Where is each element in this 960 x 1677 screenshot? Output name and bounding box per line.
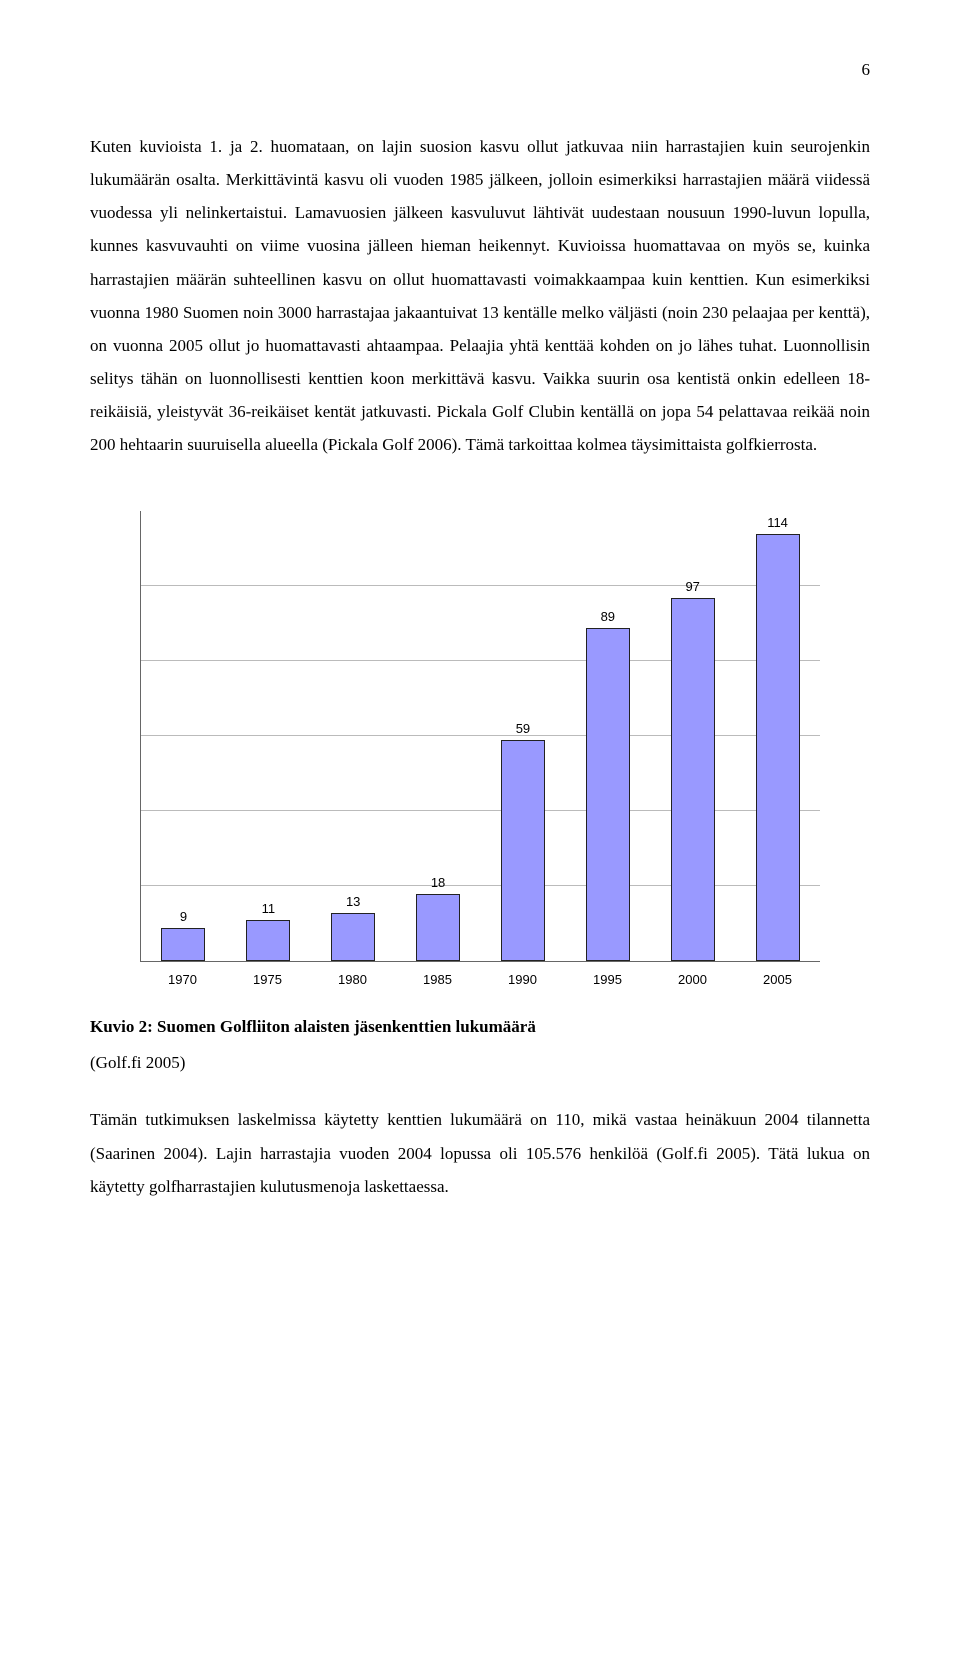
chart-x-tick: 1970: [140, 972, 225, 987]
chart-bar-value-label: 13: [346, 894, 360, 909]
document-page: 6 Kuten kuvioista 1. ja 2. huomataan, on…: [0, 0, 960, 1243]
chart-bar-rect: [501, 740, 545, 961]
chart-bar-rect: [586, 628, 630, 962]
chart-bar-value-label: 11: [262, 901, 276, 916]
chart-bar-value-label: 59: [516, 721, 530, 736]
chart-x-tick: 1995: [565, 972, 650, 987]
chart-source: (Golf.fi 2005): [90, 1053, 870, 1073]
chart-x-tick: 1975: [225, 972, 310, 987]
chart-bars-group: 9 11 13 18 59 89 97 114: [141, 511, 820, 961]
page-number: 6: [90, 60, 870, 80]
chart-bar: 89: [565, 609, 650, 962]
chart-bar-rect: [331, 913, 375, 962]
chart-bar-value-label: 97: [685, 579, 699, 594]
chart-bar-value-label: 114: [767, 515, 788, 530]
footer-paragraph: Tämän tutkimuksen laskelmissa käytetty k…: [90, 1103, 870, 1202]
chart-bar-rect: [756, 534, 800, 962]
chart-caption: Kuvio 2: Suomen Golfliiton alaisten jäse…: [90, 1017, 870, 1037]
chart-bar: 97: [650, 579, 735, 962]
chart-x-tick: 1990: [480, 972, 565, 987]
chart-bar-rect: [416, 894, 460, 962]
chart-x-tick: 1980: [310, 972, 395, 987]
chart-bar-value-label: 89: [601, 609, 615, 624]
bar-chart: 9 11 13 18 59 89 97 114 19701975198019851990199…: [140, 511, 820, 987]
chart-bar: 11: [226, 901, 311, 961]
chart-bar: 13: [311, 894, 396, 962]
chart-plot-area: 9 11 13 18 59 89 97 114: [140, 511, 820, 962]
chart-bar-rect: [246, 920, 290, 961]
chart-x-tick: 2005: [735, 972, 820, 987]
chart-bar: 59: [481, 721, 566, 961]
chart-bar-value-label: 18: [431, 875, 445, 890]
chart-x-axis: 19701975198019851990199520002005: [140, 972, 820, 987]
body-paragraph: Kuten kuvioista 1. ja 2. huomataan, on l…: [90, 130, 870, 461]
chart-bar-rect: [161, 928, 205, 962]
chart-x-tick: 2000: [650, 972, 735, 987]
chart-bar-value-label: 9: [180, 909, 187, 924]
chart-x-tick: 1985: [395, 972, 480, 987]
chart-bar-rect: [671, 598, 715, 962]
chart-bar: 18: [396, 875, 481, 962]
chart-bar: 9: [141, 909, 226, 962]
chart-bar: 114: [735, 515, 820, 962]
